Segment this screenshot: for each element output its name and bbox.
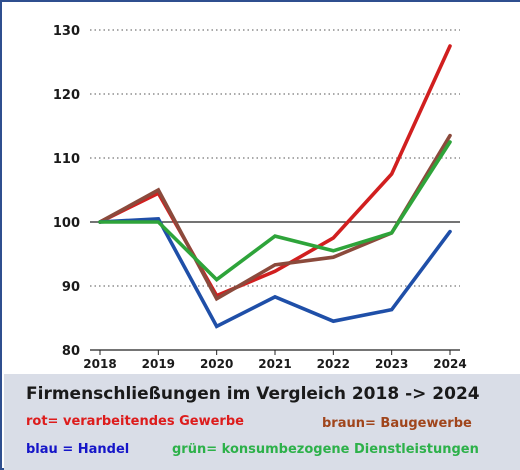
chart-title: Firmenschließungen im Vergleich 2018 -> … [26, 384, 480, 404]
x-tick-label: 2024 [433, 357, 466, 371]
grid-layer [90, 29, 460, 351]
legend-red: rot= verarbeitendes Gewerbe [26, 414, 244, 429]
x-tick-label: 2020 [200, 357, 233, 371]
legend-blue: blau = Handel [26, 442, 130, 457]
y-tick-label: 100 [53, 216, 80, 231]
plot-area: 80 90 100 110 120 130 2018 2019 2020 2021 2022 202… [2, 2, 520, 374]
y-tick-label: 130 [53, 24, 80, 39]
line-chart: 80 90 100 110 120 130 2018 2019 2020 2021 2022 202… [53, 24, 467, 371]
legend-panel: Firmenschließungen im Vergleich 2018 -> … [4, 374, 520, 470]
series-line-gruen [98, 140, 452, 282]
x-tick-label: 2021 [258, 357, 291, 371]
x-tick-label: 2022 [317, 357, 350, 371]
series-line-rot [98, 44, 452, 298]
legend-green: grün= konsumbezogene Dienstleistungen [172, 442, 479, 457]
x-tick-label: 2019 [142, 357, 175, 371]
series-layer [98, 44, 452, 329]
series-line-blau [98, 216, 452, 329]
y-tick-label: 90 [62, 280, 80, 295]
x-axis-ticks: 2018 2019 2020 2021 2022 2023 2024 [83, 350, 467, 371]
y-tick-label: 120 [53, 88, 80, 103]
x-tick-label: 2023 [375, 357, 408, 371]
x-tick-label: 2018 [83, 357, 116, 371]
y-tick-label: 80 [62, 344, 80, 359]
legend-brown: braun= Baugewerbe [322, 416, 472, 431]
y-tick-label: 110 [53, 152, 80, 167]
y-axis-ticks: 80 90 100 110 120 130 [53, 24, 80, 359]
